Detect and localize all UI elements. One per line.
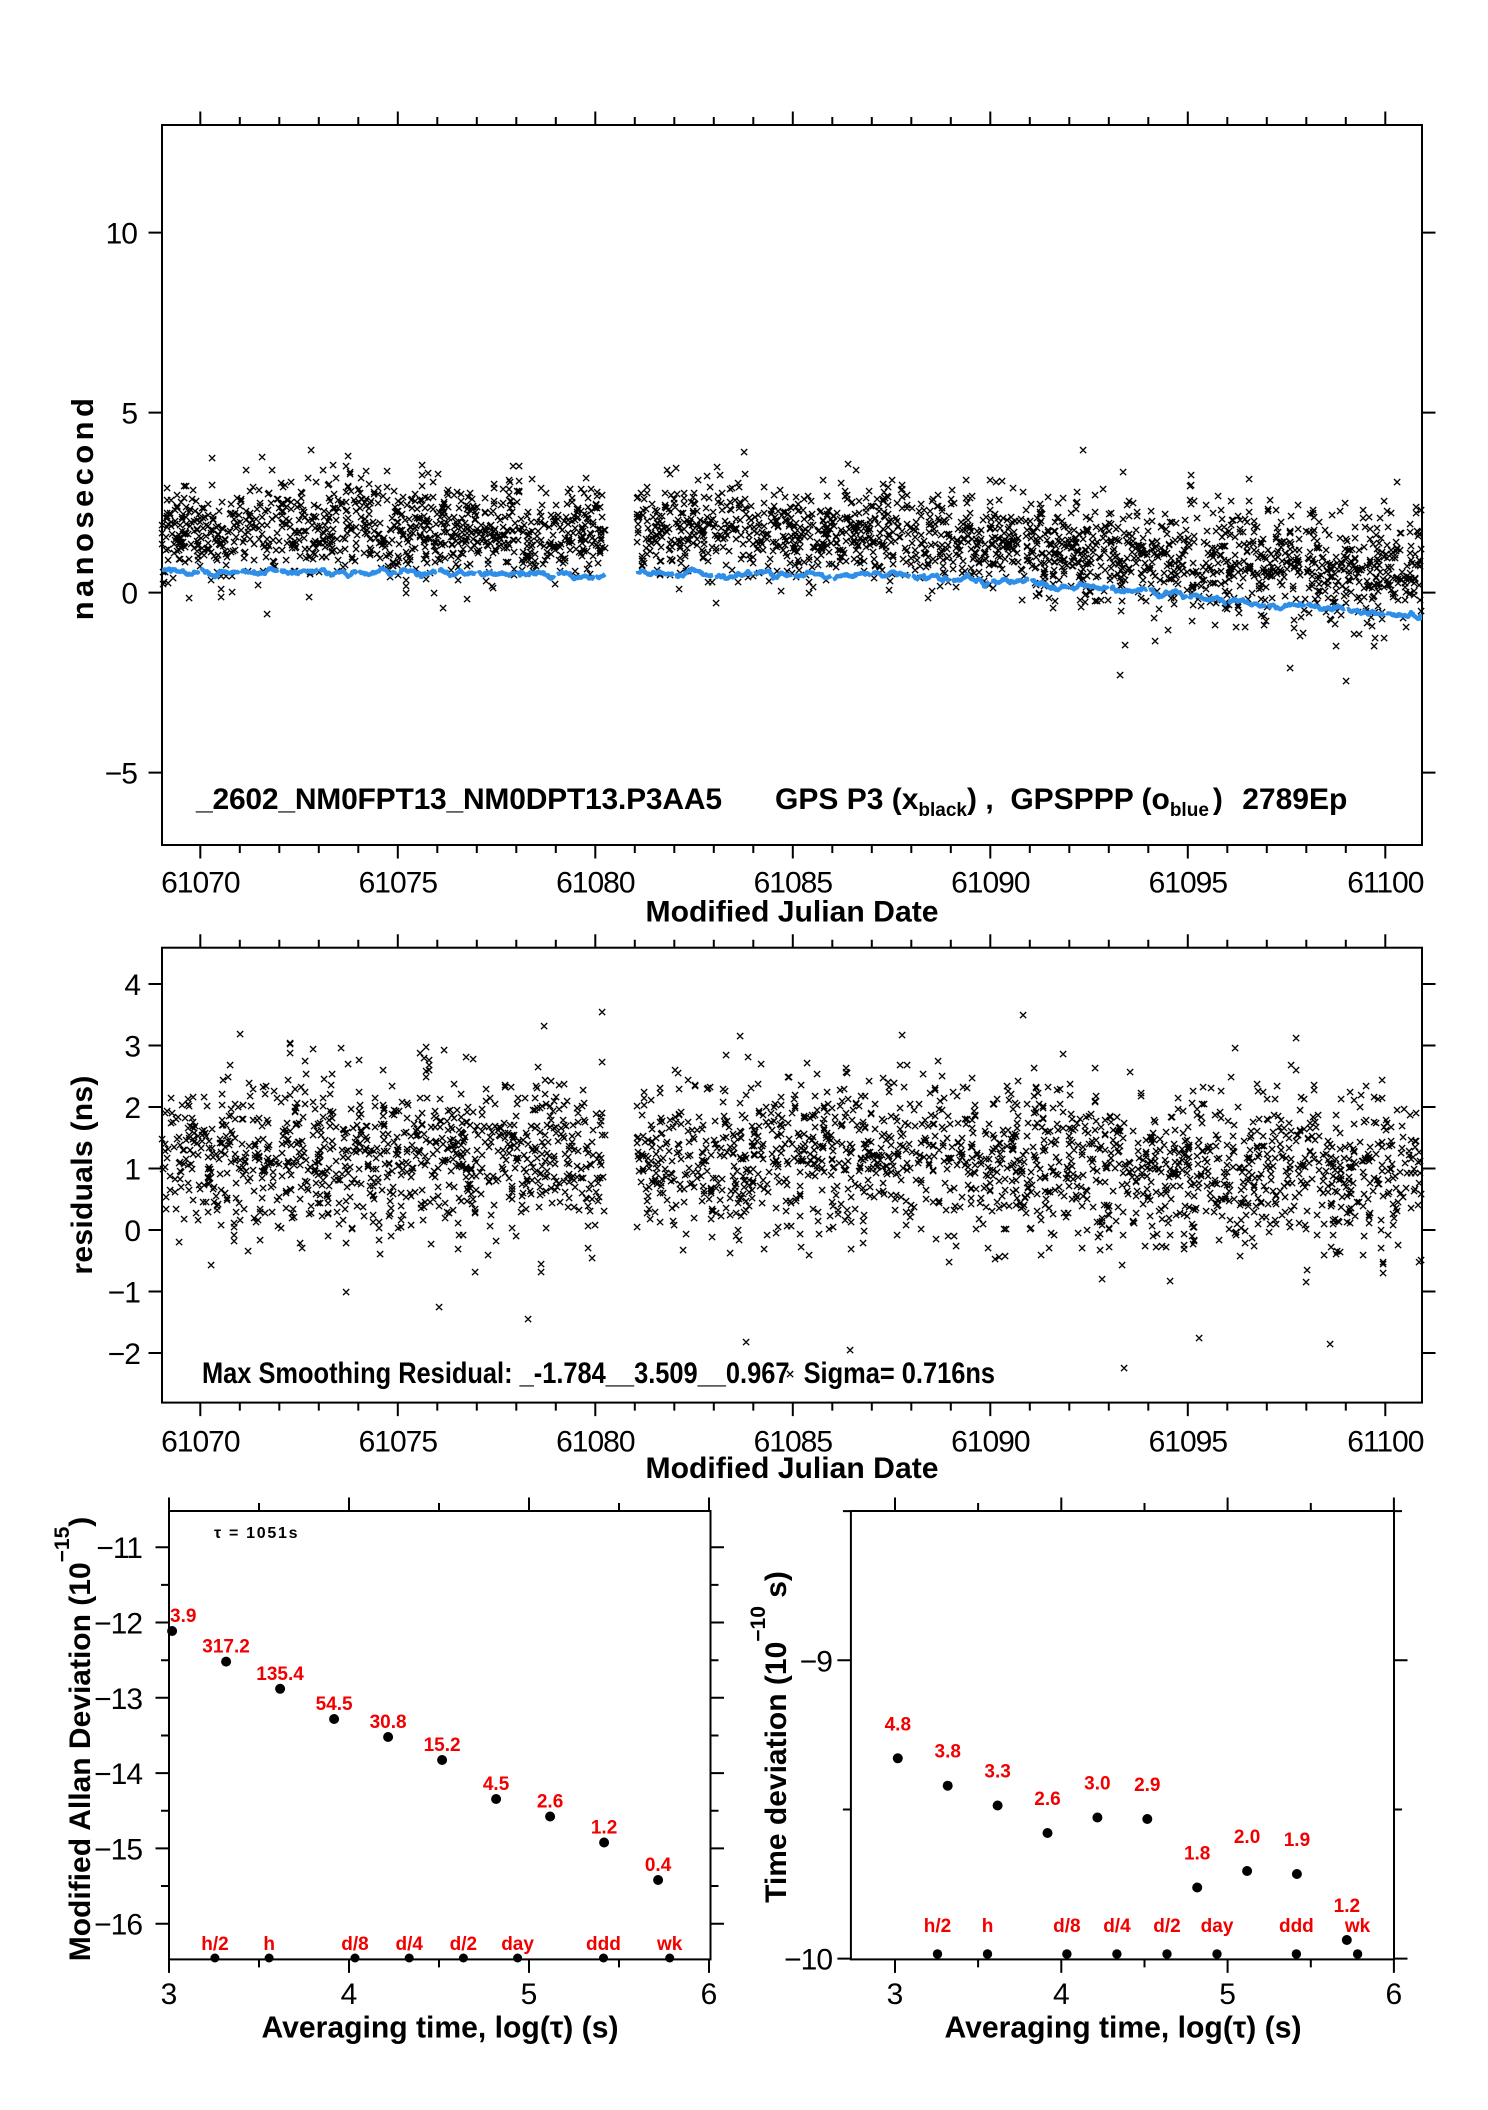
svg-text:3: 3 bbox=[124, 1031, 140, 1064]
svg-text:61070: 61070 bbox=[161, 1426, 240, 1459]
svg-text:2.6: 2.6 bbox=[1034, 1789, 1060, 1810]
svg-text:6: 6 bbox=[1386, 1978, 1403, 2011]
svg-text:−11: −11 bbox=[96, 1532, 142, 1565]
svg-text:−1: −1 bbox=[108, 1277, 141, 1310]
svg-text:d/8: d/8 bbox=[341, 1934, 368, 1955]
svg-text:3: 3 bbox=[161, 1978, 178, 2011]
svg-text:61080: 61080 bbox=[556, 867, 635, 900]
svg-text:61090: 61090 bbox=[951, 1426, 1030, 1459]
svg-text:3: 3 bbox=[887, 1978, 904, 2011]
svg-text:4: 4 bbox=[341, 1978, 358, 2011]
svg-text:−10: −10 bbox=[784, 1944, 832, 1977]
svg-text:61070: 61070 bbox=[161, 867, 240, 900]
svg-text:61085: 61085 bbox=[754, 867, 833, 900]
svg-text:−16: −16 bbox=[94, 1909, 142, 1942]
svg-text:Modified Julian Date: Modified Julian Date bbox=[646, 1452, 939, 1485]
svg-text:−12: −12 bbox=[94, 1608, 142, 1641]
svg-text:61075: 61075 bbox=[359, 1426, 438, 1459]
svg-text:ddd: ddd bbox=[586, 1934, 621, 1955]
svg-text:0: 0 bbox=[124, 1215, 140, 1248]
svg-text:h: h bbox=[263, 1934, 275, 1955]
svg-text:5: 5 bbox=[1219, 1978, 1236, 2011]
svg-text:5: 5 bbox=[521, 1978, 538, 2011]
svg-text:wk: wk bbox=[656, 1934, 683, 1955]
svg-text:Averaging time, log(τ) (s): Averaging time, log(τ) (s) bbox=[945, 2010, 1302, 2045]
svg-text:54.5: 54.5 bbox=[316, 1694, 353, 1715]
svg-text:61080: 61080 bbox=[556, 1426, 635, 1459]
svg-text:317.2: 317.2 bbox=[202, 1637, 250, 1658]
svg-text:30.8: 30.8 bbox=[370, 1712, 407, 1733]
svg-text:−13: −13 bbox=[94, 1683, 142, 1716]
svg-text:61100: 61100 bbox=[1347, 1426, 1424, 1459]
svg-text:τ = 1051s: τ = 1051s bbox=[214, 1525, 299, 1542]
svg-text:5: 5 bbox=[121, 398, 137, 431]
svg-text:h: h bbox=[982, 1916, 994, 1937]
svg-text:2.6: 2.6 bbox=[537, 1792, 563, 1813]
svg-text:1.2: 1.2 bbox=[591, 1818, 617, 1839]
svg-text:1.2: 1.2 bbox=[1334, 1896, 1360, 1917]
svg-text:4: 4 bbox=[124, 969, 140, 1002]
svg-text:h/2: h/2 bbox=[924, 1916, 951, 1937]
svg-text:Max Smoothing Residual: _-1.78: Max Smoothing Residual: _-1.784__3.509__… bbox=[202, 1357, 995, 1390]
svg-text:2.0: 2.0 bbox=[1234, 1827, 1260, 1848]
svg-text:−2: −2 bbox=[108, 1338, 141, 1371]
svg-text:15.2: 15.2 bbox=[424, 1735, 461, 1756]
svg-text:nanosecond: nanosecond bbox=[65, 394, 100, 621]
svg-text:3.8: 3.8 bbox=[935, 1742, 961, 1763]
svg-text:3.9: 3.9 bbox=[170, 1606, 196, 1627]
svg-text:day: day bbox=[501, 1934, 534, 1955]
svg-text:61090: 61090 bbox=[951, 867, 1030, 900]
svg-text:−15: −15 bbox=[94, 1833, 142, 1866]
svg-text:61075: 61075 bbox=[359, 867, 438, 900]
svg-text:135.4: 135.4 bbox=[256, 1664, 304, 1685]
svg-text:61095: 61095 bbox=[1149, 1426, 1228, 1459]
svg-text:ddd: ddd bbox=[1279, 1916, 1314, 1937]
svg-text:Averaging time, log(τ) (s): Averaging time, log(τ) (s) bbox=[262, 2010, 619, 2045]
svg-text:−14: −14 bbox=[94, 1758, 142, 1791]
svg-text:3.3: 3.3 bbox=[984, 1762, 1010, 1783]
svg-text:6: 6 bbox=[701, 1978, 718, 2011]
svg-text:Modified Julian Date: Modified Julian Date bbox=[646, 896, 939, 929]
svg-text:2.9: 2.9 bbox=[1134, 1775, 1160, 1796]
svg-text:d/4: d/4 bbox=[1103, 1916, 1131, 1937]
svg-text:61095: 61095 bbox=[1149, 867, 1228, 900]
svg-text:10: 10 bbox=[106, 218, 138, 251]
svg-text:3.0: 3.0 bbox=[1084, 1774, 1110, 1795]
svg-text:d/4: d/4 bbox=[395, 1934, 423, 1955]
svg-text:h/2: h/2 bbox=[201, 1934, 228, 1955]
svg-text:wk: wk bbox=[1344, 1916, 1371, 1937]
svg-text:d/8: d/8 bbox=[1053, 1916, 1080, 1937]
svg-text:1.8: 1.8 bbox=[1184, 1844, 1210, 1865]
svg-text:d/2: d/2 bbox=[450, 1934, 477, 1955]
svg-text:0: 0 bbox=[121, 578, 137, 611]
svg-text:−5: −5 bbox=[105, 758, 138, 791]
svg-text:1: 1 bbox=[124, 1154, 140, 1187]
svg-text:61100: 61100 bbox=[1347, 867, 1424, 900]
svg-text:2: 2 bbox=[124, 1092, 140, 1125]
svg-text:1.9: 1.9 bbox=[1284, 1830, 1310, 1851]
svg-text:−9: −9 bbox=[800, 1645, 833, 1678]
svg-text:4: 4 bbox=[1053, 1978, 1070, 2011]
svg-text:4.5: 4.5 bbox=[483, 1774, 510, 1795]
svg-text:61085: 61085 bbox=[754, 1426, 833, 1459]
svg-text:d/2: d/2 bbox=[1153, 1916, 1180, 1937]
svg-text:residuals (ns): residuals (ns) bbox=[66, 1075, 99, 1274]
svg-text:day: day bbox=[1201, 1916, 1234, 1937]
svg-text:0.4: 0.4 bbox=[645, 1855, 672, 1876]
svg-text:4.8: 4.8 bbox=[885, 1714, 911, 1735]
